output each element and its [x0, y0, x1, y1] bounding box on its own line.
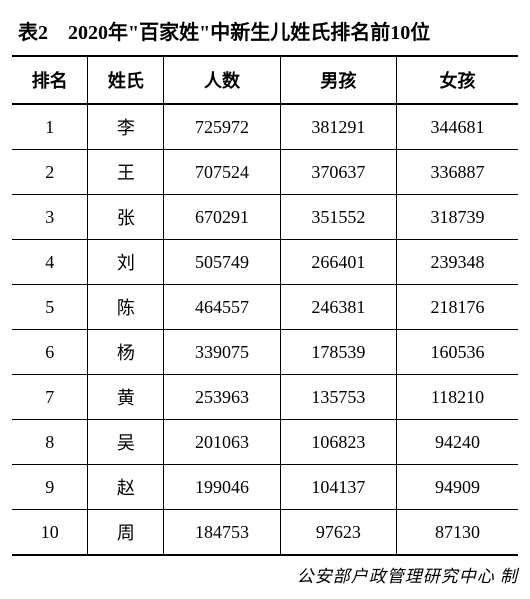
- table-cell: 464557: [164, 285, 280, 330]
- table-cell: 370637: [280, 150, 396, 195]
- table-cell: 104137: [280, 465, 396, 510]
- table-row: 10周1847539762387130: [12, 510, 518, 556]
- table-row: 2王707524370637336887: [12, 150, 518, 195]
- table-cell: 4: [12, 240, 88, 285]
- table-cell: 253963: [164, 375, 280, 420]
- table-cell: 670291: [164, 195, 280, 240]
- table-cell: 339075: [164, 330, 280, 375]
- table-cell: 3: [12, 195, 88, 240]
- table-cell: 106823: [280, 420, 396, 465]
- table-header-cell: 女孩: [397, 56, 518, 104]
- table-row: 7黄253963135753118210: [12, 375, 518, 420]
- table-cell: 160536: [397, 330, 518, 375]
- table-cell: 239348: [397, 240, 518, 285]
- table-cell: 725972: [164, 104, 280, 150]
- table-cell: 94909: [397, 465, 518, 510]
- table-cell: 246381: [280, 285, 396, 330]
- table-row: 5陈464557246381218176: [12, 285, 518, 330]
- table-row: 6杨339075178539160536: [12, 330, 518, 375]
- table-row: 1李725972381291344681: [12, 104, 518, 150]
- table-cell: 505749: [164, 240, 280, 285]
- table-cell: 218176: [397, 285, 518, 330]
- table-cell: 707524: [164, 150, 280, 195]
- table-cell: 杨: [88, 330, 164, 375]
- table-cell: 94240: [397, 420, 518, 465]
- table-cell: 周: [88, 510, 164, 556]
- table-cell: 87130: [397, 510, 518, 556]
- table-cell: 336887: [397, 150, 518, 195]
- table-cell: 381291: [280, 104, 396, 150]
- table-cell: 266401: [280, 240, 396, 285]
- table-cell: 刘: [88, 240, 164, 285]
- table-cell: 135753: [280, 375, 396, 420]
- table-cell: 344681: [397, 104, 518, 150]
- table-header-cell: 姓氏: [88, 56, 164, 104]
- table-header-cell: 男孩: [280, 56, 396, 104]
- table-cell: 1: [12, 104, 88, 150]
- table-header-row: 排名姓氏人数男孩女孩: [12, 56, 518, 104]
- table-header-cell: 人数: [164, 56, 280, 104]
- table-cell: 97623: [280, 510, 396, 556]
- table-cell: 118210: [397, 375, 518, 420]
- table-cell: 7: [12, 375, 88, 420]
- table-cell: 赵: [88, 465, 164, 510]
- table-cell: 201063: [164, 420, 280, 465]
- table-cell: 陈: [88, 285, 164, 330]
- table-cell: 9: [12, 465, 88, 510]
- table-cell: 351552: [280, 195, 396, 240]
- table-cell: 2: [12, 150, 88, 195]
- table-header-cell: 排名: [12, 56, 88, 104]
- table-row: 8吴20106310682394240: [12, 420, 518, 465]
- table-row: 3张670291351552318739: [12, 195, 518, 240]
- table-footer: 公安部户政管理研究中心 制: [12, 562, 518, 587]
- table-cell: 8: [12, 420, 88, 465]
- table-cell: 318739: [397, 195, 518, 240]
- table-cell: 5: [12, 285, 88, 330]
- table-cell: 178539: [280, 330, 396, 375]
- table-cell: 李: [88, 104, 164, 150]
- table-cell: 6: [12, 330, 88, 375]
- table-row: 9赵19904610413794909: [12, 465, 518, 510]
- table-cell: 吴: [88, 420, 164, 465]
- table-title: 表2 2020年"百家姓"中新生儿姓氏排名前10位: [18, 16, 518, 45]
- surname-table: 排名姓氏人数男孩女孩 1李7259723812913446812王7075243…: [12, 55, 518, 556]
- table-cell: 黄: [88, 375, 164, 420]
- table-cell: 10: [12, 510, 88, 556]
- table-row: 4刘505749266401239348: [12, 240, 518, 285]
- table-cell: 张: [88, 195, 164, 240]
- table-cell: 王: [88, 150, 164, 195]
- table-cell: 199046: [164, 465, 280, 510]
- table-cell: 184753: [164, 510, 280, 556]
